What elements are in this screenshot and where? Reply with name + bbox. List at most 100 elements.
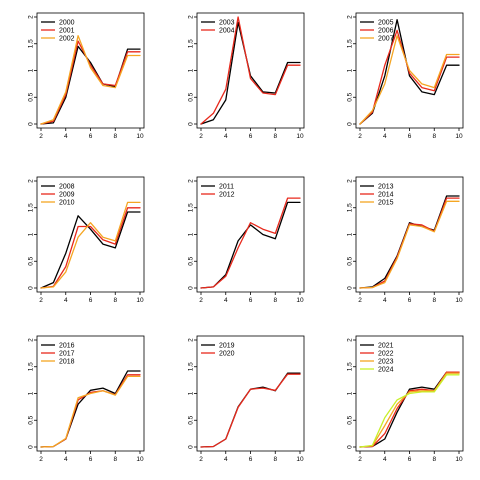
x-tick-label: 10 <box>455 297 463 304</box>
x-tick-label: 8 <box>432 297 436 304</box>
y-tick-label: 0 <box>188 286 195 290</box>
y-tick-label: 1 <box>188 68 195 72</box>
y-tick-label: 1.5 <box>188 203 195 212</box>
x-tick-label: 8 <box>113 133 117 140</box>
x-tick-label: 2 <box>199 456 203 463</box>
legend-label: 2004 <box>219 28 235 35</box>
y-tick-label: 0.5 <box>28 415 35 424</box>
y-tick-label: 1 <box>28 68 35 72</box>
series-line-2008 <box>40 211 141 289</box>
x-tick-label: 10 <box>296 456 304 463</box>
x-tick-label: 10 <box>455 133 463 140</box>
x-tick-label: 6 <box>408 133 412 140</box>
x-tick-label: 8 <box>113 297 117 304</box>
series-line-2001 <box>40 40 141 125</box>
y-tick-label: 0.5 <box>28 256 35 265</box>
x-tick-label: 8 <box>432 456 436 463</box>
x-tick-label: 10 <box>136 133 144 140</box>
series-line-2016 <box>40 370 141 448</box>
x-tick-label: 8 <box>113 456 117 463</box>
y-tick-label: 0 <box>28 122 35 126</box>
y-tick-label: 1.5 <box>28 362 35 371</box>
y-tick-label: 0 <box>188 445 195 449</box>
x-tick-label: 10 <box>296 133 304 140</box>
x-tick-label: 10 <box>296 297 304 304</box>
y-tick-label: 2 <box>28 338 35 342</box>
y-tick-label: 1.5 <box>28 39 35 48</box>
y-tick-label: 1 <box>28 232 35 236</box>
legend-label: 2012 <box>219 192 235 199</box>
legend-label: 2009 <box>59 192 75 199</box>
y-tick-label: 2 <box>188 179 195 183</box>
x-tick-label: 2 <box>358 456 362 463</box>
y-tick-label: 1 <box>188 391 195 395</box>
series-line-2004 <box>200 16 301 125</box>
legend-label: 2017 <box>59 351 75 358</box>
x-tick-label: 4 <box>64 297 68 304</box>
x-tick-label: 2 <box>39 297 43 304</box>
y-tick-label: 1.5 <box>347 203 354 212</box>
x-tick-label: 2 <box>358 133 362 140</box>
series-line-2009 <box>40 207 141 289</box>
legend-label: 2014 <box>378 192 394 199</box>
y-tick-label: 0.5 <box>188 256 195 265</box>
x-tick-label: 2 <box>358 297 362 304</box>
legend-label: 2011 <box>219 184 234 191</box>
x-tick-label: 8 <box>273 133 277 140</box>
legend-label: 2019 <box>219 343 235 350</box>
y-tick-label: 0 <box>347 445 354 449</box>
legend-label: 2006 <box>378 28 394 35</box>
x-tick-label: 6 <box>89 133 93 140</box>
x-tick-label: 2 <box>199 297 203 304</box>
legend-label: 2010 <box>59 200 75 207</box>
x-tick-label: 6 <box>249 456 253 463</box>
y-tick-label: 2 <box>28 179 35 183</box>
x-tick-label: 2 <box>39 133 43 140</box>
y-tick-label: 0.5 <box>347 415 354 424</box>
legend-label: 2007 <box>378 36 394 43</box>
x-tick-label: 8 <box>273 297 277 304</box>
y-tick-label: 0.5 <box>28 92 35 101</box>
legend-label: 2018 <box>59 359 75 366</box>
y-tick-label: 1.5 <box>188 362 195 371</box>
legend-label: 2002 <box>59 36 75 43</box>
x-tick-label: 2 <box>199 133 203 140</box>
y-tick-label: 0 <box>28 286 35 290</box>
x-tick-label: 10 <box>136 456 144 463</box>
legend-label: 2015 <box>378 200 394 207</box>
legend-label: 2022 <box>378 351 394 358</box>
x-tick-label: 4 <box>224 297 228 304</box>
series-line-2023 <box>359 372 460 448</box>
series-line-2017 <box>40 374 141 448</box>
y-tick-label: 1.5 <box>347 39 354 48</box>
series-line-2021 <box>359 371 460 448</box>
y-tick-label: 0.5 <box>188 92 195 101</box>
legend-label: 2000 <box>59 20 75 27</box>
x-tick-label: 10 <box>136 297 144 304</box>
series-line-2019 <box>200 372 301 448</box>
x-tick-label: 4 <box>224 456 228 463</box>
y-tick-label: 0 <box>28 445 35 449</box>
y-tick-label: 0 <box>347 122 354 126</box>
series-line-2010 <box>40 201 141 289</box>
y-tick-label: 1 <box>347 68 354 72</box>
x-tick-label: 2 <box>39 456 43 463</box>
series-line-2002 <box>40 35 141 125</box>
y-tick-label: 2 <box>188 338 195 342</box>
y-tick-label: 0.5 <box>188 415 195 424</box>
y-tick-label: 1 <box>28 391 35 395</box>
x-tick-label: 4 <box>224 133 228 140</box>
x-tick-label: 8 <box>273 456 277 463</box>
x-tick-label: 6 <box>249 297 253 304</box>
legend-label: 2020 <box>219 351 235 358</box>
y-tick-label: 1.5 <box>347 362 354 371</box>
x-tick-label: 4 <box>383 456 387 463</box>
series-line-2014 <box>359 197 460 289</box>
y-tick-label: 1.5 <box>28 203 35 212</box>
series-line-2015 <box>359 200 460 289</box>
